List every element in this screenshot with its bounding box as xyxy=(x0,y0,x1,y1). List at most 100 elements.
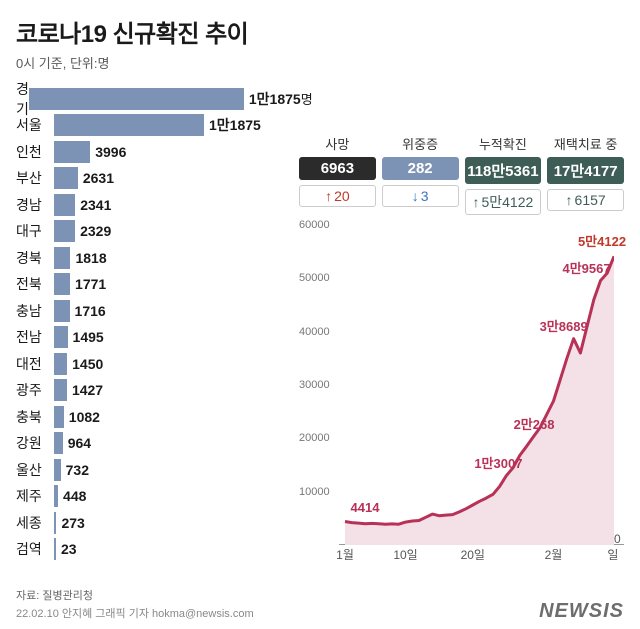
x-tick-label: 1월 xyxy=(336,546,354,563)
bar-fill xyxy=(54,273,70,295)
bar-value: 964 xyxy=(68,435,91,451)
bar-row: 전북 1771 xyxy=(16,272,291,297)
bar-value: 1450 xyxy=(72,356,103,372)
bar-value: 3996 xyxy=(95,144,126,160)
bar-row: 충북 1082 xyxy=(16,404,291,429)
stat-title: 재택치료 중 xyxy=(547,134,624,153)
source-label: 자료: 질병관리청 xyxy=(16,587,93,603)
bar-track: 732 xyxy=(54,459,291,481)
page-subtitle: 0시 기준, 단위:명 xyxy=(16,53,624,72)
x-tick-label: 10일 xyxy=(393,546,417,563)
bar-value: 1만1875 xyxy=(209,115,261,135)
bar-row: 검역 23 xyxy=(16,537,291,562)
bar-fill xyxy=(54,353,67,375)
bar-fill xyxy=(29,88,244,110)
bar-row: 울산 732 xyxy=(16,457,291,482)
region-bar-chart: 경기1만1875명서울1만1875인천3996부산2631경남2341대구232… xyxy=(16,86,291,563)
stat-title: 위중증 xyxy=(382,134,459,153)
stat-delta: 3 xyxy=(382,185,459,207)
bar-label: 대구 xyxy=(16,221,54,241)
bar-row: 강원 964 xyxy=(16,431,291,456)
bar-row: 인천 3996 xyxy=(16,139,291,164)
bar-fill xyxy=(54,459,61,481)
stat-column: 누적확진118만53615만4122 xyxy=(465,134,542,215)
bar-fill xyxy=(54,432,63,454)
bar-track: 2329 xyxy=(54,220,291,242)
main-content: 경기1만1875명서울1만1875인천3996부산2631경남2341대구232… xyxy=(16,86,624,563)
bar-track: 1만1875 xyxy=(54,114,291,136)
bar-row: 전남1495 xyxy=(16,325,291,350)
bar-label: 서울 xyxy=(16,115,54,135)
bar-label: 전북 xyxy=(16,274,54,294)
bar-track: 1082 xyxy=(54,406,291,428)
bar-value: 273 xyxy=(61,515,84,531)
stat-pill: 282 xyxy=(382,157,459,180)
bar-track: 964 xyxy=(54,432,291,454)
stat-pill: 118만5361 xyxy=(465,157,542,184)
bar-row: 충남1716 xyxy=(16,298,291,323)
x-tick-label: 20일 xyxy=(461,546,485,563)
bar-label: 세종 xyxy=(16,513,54,533)
stat-column: 재택치료 중 17만4177 6157 xyxy=(547,134,624,215)
bar-row: 경북 1818 xyxy=(16,245,291,270)
bar-label: 강원 xyxy=(16,433,54,453)
stat-boxes: 사망696320위중증2823누적확진118만53615만4122재택치료 중1… xyxy=(299,134,624,215)
stat-delta: 6157 xyxy=(547,189,624,211)
point-label: 4414 xyxy=(351,500,380,515)
bar-fill xyxy=(54,512,56,534)
bar-label: 경남 xyxy=(16,195,54,215)
point-label: 5만4122 xyxy=(578,231,626,250)
bar-track: 2631 xyxy=(54,167,291,189)
bar-value: 732 xyxy=(66,462,89,478)
stat-title: 사망 xyxy=(299,134,376,153)
bar-value: 2329 xyxy=(80,223,111,239)
bar-fill xyxy=(54,247,70,269)
bar-row: 대전1450 xyxy=(16,351,291,376)
bar-value: 448 xyxy=(63,488,86,504)
bar-value: 2341 xyxy=(80,197,111,213)
bar-value: 1716 xyxy=(75,303,106,319)
bar-row: 서울 1만1875 xyxy=(16,113,291,138)
bar-track: 1818 xyxy=(54,247,291,269)
bar-track: 23 xyxy=(54,538,291,560)
bar-fill xyxy=(54,379,67,401)
bar-label: 경기 xyxy=(16,79,29,119)
bar-label: 충북 xyxy=(16,407,54,427)
trend-line-chart: 1000020000300004000050000600001월10일20일2월… xyxy=(299,225,624,545)
bar-value: 2631 xyxy=(83,170,114,186)
bar-label: 검역 xyxy=(16,539,54,559)
bar-value: 1818 xyxy=(75,250,106,266)
bar-label: 제주 xyxy=(16,486,54,506)
stat-column: 위중증 282 3 xyxy=(382,134,459,215)
bar-row: 제주 448 xyxy=(16,484,291,509)
stat-delta: 5만4122 xyxy=(465,189,542,215)
bar-label: 부산 xyxy=(16,168,54,188)
bar-label: 울산 xyxy=(16,460,54,480)
bar-row: 세종 273 xyxy=(16,510,291,535)
bar-track: 1495 xyxy=(54,326,291,348)
bar-fill xyxy=(54,167,78,189)
bar-label: 인천 xyxy=(16,142,54,162)
bar-fill xyxy=(54,141,90,163)
bar-fill xyxy=(54,326,68,348)
bar-track: 1427 xyxy=(54,379,291,401)
point-label: 4만9567 xyxy=(562,258,610,277)
bar-value: 1771 xyxy=(75,276,106,292)
bar-track: 448 xyxy=(54,485,291,507)
right-panel: 사망696320위중증2823누적확진118만53615만4122재택치료 중1… xyxy=(299,86,624,563)
credit-label: 22.02.10 안지혜 그래픽 기자 hokma@newsis.com xyxy=(16,605,254,621)
bar-row: 경남 2341 xyxy=(16,192,291,217)
bar-value: 1082 xyxy=(69,409,100,425)
newsis-logo: NEWSIS xyxy=(539,600,624,623)
bar-value: 23 xyxy=(61,541,77,557)
bar-row: 경기1만1875명 xyxy=(16,86,291,111)
bar-label: 전남 xyxy=(16,327,54,347)
bar-row: 광주1427 xyxy=(16,378,291,403)
x-tick-label: 2월 xyxy=(545,546,563,563)
stat-column: 사망696320 xyxy=(299,134,376,215)
bar-row: 부산 2631 xyxy=(16,166,291,191)
stat-pill: 17만4177 xyxy=(547,157,624,184)
bar-fill xyxy=(54,406,64,428)
bar-track: 1716 xyxy=(54,300,291,322)
bar-label: 경북 xyxy=(16,248,54,268)
